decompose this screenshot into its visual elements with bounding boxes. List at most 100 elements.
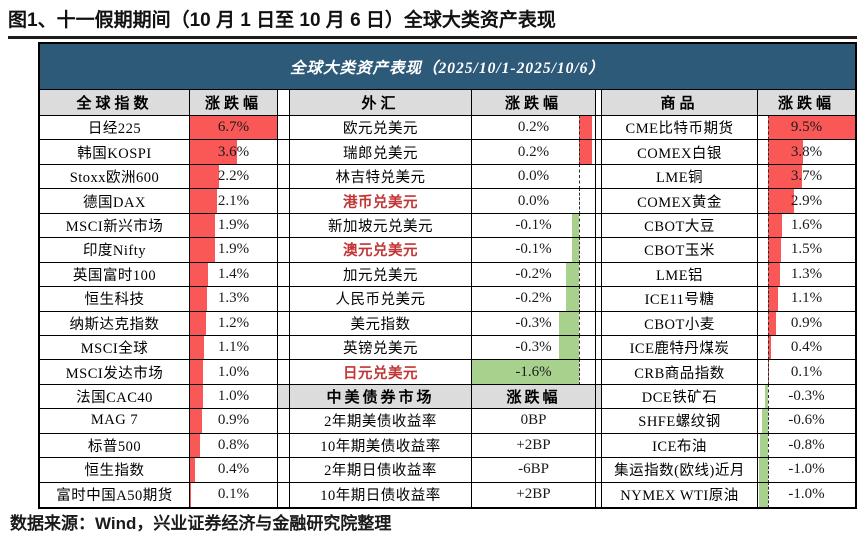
change-value-cell: +2BP	[472, 482, 596, 507]
group-separator	[278, 384, 290, 410]
change-value-cell: 1.9%	[190, 238, 278, 263]
asset-name-cell: 瑞郎兑美元	[290, 140, 472, 165]
asset-name-cell: ICE布油	[602, 433, 758, 459]
positive-data-bar	[190, 287, 207, 311]
positive-data-bar	[579, 140, 593, 164]
positive-data-bar	[190, 213, 215, 238]
change-value-cell: -0.8%	[758, 433, 855, 459]
positive-data-bar	[190, 360, 203, 384]
asset-name-cell: 10年期日债收益率	[290, 482, 472, 507]
positive-data-bar	[579, 116, 593, 140]
change-value-cell: 1.3%	[190, 287, 278, 312]
change-value-cell: 2.9%	[758, 189, 855, 214]
change-value-cell: +2BP	[472, 433, 596, 459]
group-separator	[596, 238, 602, 263]
group-separator	[596, 311, 602, 336]
asset-name-cell: 韩国KOSPI	[40, 140, 190, 165]
asset-performance-table: 全球大类资产表现（2025/10/1-2025/10/6） 全球指数 涨跌幅 外汇涨…	[38, 42, 857, 509]
zero-baseline	[767, 189, 769, 213]
negative-data-bar	[572, 238, 579, 262]
positive-data-bar	[190, 482, 192, 507]
group-separator	[596, 384, 602, 410]
asset-name-cell: 2年期日债收益率	[290, 458, 472, 483]
group-separator	[278, 262, 290, 288]
zero-baseline	[579, 189, 580, 213]
asset-name-cell: 德国DAX	[40, 189, 190, 214]
negative-data-bar	[758, 482, 768, 507]
asset-name-cell: 法国CAC40	[40, 384, 190, 410]
change-value-cell: 0.1%	[190, 482, 278, 507]
data-source-note: 数据来源：Wind，兴业证券经济与金融研究院整理	[10, 514, 392, 533]
group-separator	[278, 482, 290, 507]
group-separator	[278, 360, 290, 385]
zero-baseline	[767, 335, 769, 360]
positive-data-bar	[767, 238, 782, 262]
zero-baseline	[579, 140, 580, 164]
negative-data-bar	[565, 287, 579, 311]
zero-baseline	[579, 360, 580, 384]
negative-data-bar	[762, 409, 768, 433]
zero-baseline	[767, 360, 769, 384]
asset-name-cell: LME铝	[602, 262, 758, 288]
column-header-change: 涨跌幅	[190, 90, 278, 116]
negative-data-bar	[565, 262, 579, 287]
zero-baseline	[579, 311, 580, 335]
change-value-cell: 0.2%	[472, 116, 596, 141]
zero-baseline	[767, 287, 769, 311]
asset-name-cell: MAG 7	[40, 409, 190, 434]
group-separator	[278, 458, 290, 483]
asset-name-cell: CME比特币期货	[602, 116, 758, 141]
group-separator	[596, 287, 602, 312]
asset-name-cell: 港币兑美元	[290, 189, 472, 214]
change-value-cell: -0.1%	[472, 213, 596, 239]
zero-baseline	[579, 213, 580, 238]
change-value-cell: 1.6%	[758, 213, 855, 239]
asset-name-cell: 10年期美债收益率	[290, 433, 472, 459]
asset-name-cell: 英镑兑美元	[290, 335, 472, 361]
positive-data-bar	[767, 140, 803, 164]
change-value-cell: 0.9%	[190, 409, 278, 434]
change-value-cell: 1.1%	[758, 287, 855, 312]
column-header-indices: 全球指数	[40, 90, 190, 116]
asset-name-cell: CRB商品指数	[602, 360, 758, 385]
change-value-cell: 1.4%	[190, 262, 278, 288]
zero-baseline	[579, 116, 580, 140]
change-value-cell: 1.2%	[190, 311, 278, 336]
group-separator	[278, 311, 290, 336]
group-separator	[596, 335, 602, 361]
change-value-cell: -0.3%	[472, 311, 596, 336]
group-separator	[278, 116, 290, 141]
positive-data-bar	[767, 116, 855, 140]
column-header-change: 涨跌幅	[758, 90, 855, 116]
asset-name-cell: 人民币兑美元	[290, 287, 472, 312]
change-value-cell: 0.8%	[190, 433, 278, 459]
group-separator	[596, 90, 602, 116]
positive-data-bar	[190, 409, 202, 433]
zero-baseline	[767, 116, 769, 140]
change-value-cell: 9.5%	[758, 116, 855, 141]
zero-baseline	[767, 238, 769, 262]
asset-name-cell: MSCI发达市场	[40, 360, 190, 385]
asset-name-cell: 日元兑美元	[290, 360, 472, 385]
group-separator	[596, 482, 602, 507]
zero-baseline	[767, 482, 769, 507]
change-value-cell: 1.9%	[190, 213, 278, 239]
zero-baseline	[579, 238, 580, 262]
asset-name-cell: CBOT小麦	[602, 311, 758, 336]
positive-data-bar	[190, 458, 196, 482]
positive-data-bar	[767, 213, 783, 238]
asset-name-cell: 英国富时100	[40, 262, 190, 288]
negative-data-bar	[558, 335, 579, 360]
zero-baseline	[767, 164, 769, 189]
zero-baseline	[767, 311, 769, 335]
change-value-cell: -0.6%	[758, 409, 855, 434]
group-separator	[278, 140, 290, 165]
change-value-cell: 0.2%	[472, 140, 596, 165]
zero-baseline	[767, 384, 769, 409]
table-title-bar: 全球大类资产表现（2025/10/1-2025/10/6）	[40, 44, 855, 90]
asset-name-cell: 新加坡元兑美元	[290, 213, 472, 239]
asset-name-cell: DCE铁矿石	[602, 384, 758, 410]
change-value-cell: -0.1%	[472, 238, 596, 263]
group-separator	[278, 189, 290, 214]
change-value-cell: 0.0%	[472, 189, 596, 214]
